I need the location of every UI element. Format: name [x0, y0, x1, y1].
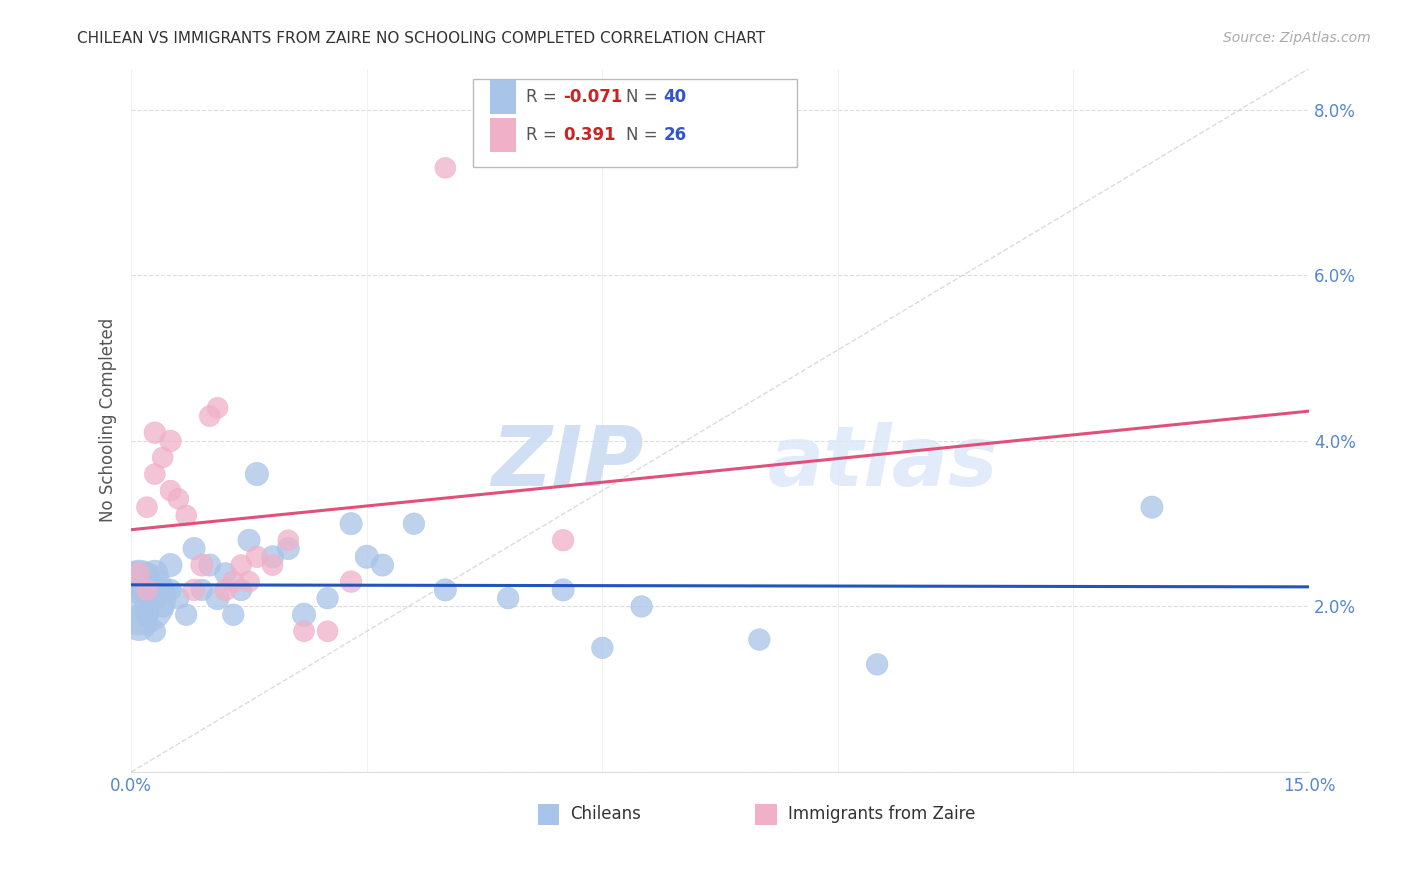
Point	[143, 467, 166, 481]
Point	[207, 401, 229, 415]
FancyBboxPatch shape	[537, 804, 558, 825]
FancyBboxPatch shape	[472, 79, 797, 167]
Point	[128, 574, 150, 589]
FancyBboxPatch shape	[491, 80, 516, 113]
Point	[136, 582, 159, 597]
Point	[207, 591, 229, 606]
Point	[167, 591, 190, 606]
Point	[143, 624, 166, 639]
Point	[214, 566, 236, 581]
Point	[174, 508, 197, 523]
Text: -0.071: -0.071	[564, 87, 623, 106]
Point	[128, 615, 150, 630]
Text: atlas: atlas	[768, 422, 998, 503]
Point	[551, 533, 574, 548]
Point	[136, 500, 159, 515]
Text: R =: R =	[526, 87, 562, 106]
Point	[198, 558, 221, 572]
Point	[191, 558, 214, 572]
Point	[246, 467, 269, 481]
Point	[434, 161, 457, 175]
Point	[222, 607, 245, 622]
Point	[152, 599, 174, 614]
Point	[143, 591, 166, 606]
Point	[143, 566, 166, 581]
FancyBboxPatch shape	[755, 804, 776, 825]
Point	[159, 558, 181, 572]
Text: 26: 26	[664, 126, 686, 144]
Point	[316, 624, 339, 639]
Point	[222, 574, 245, 589]
Point	[159, 434, 181, 448]
Point	[866, 657, 889, 672]
Point	[246, 549, 269, 564]
Point	[591, 640, 613, 655]
Point	[159, 582, 181, 597]
Point	[174, 607, 197, 622]
Point	[496, 591, 519, 606]
Point	[128, 591, 150, 606]
Point	[183, 582, 205, 597]
FancyBboxPatch shape	[491, 118, 516, 152]
Point	[262, 558, 284, 572]
Text: ZIP: ZIP	[491, 422, 644, 503]
Text: N =: N =	[626, 126, 662, 144]
Point	[238, 533, 260, 548]
Point	[159, 483, 181, 498]
Point	[231, 582, 253, 597]
Text: Chileans: Chileans	[571, 805, 641, 823]
Point	[316, 591, 339, 606]
Text: Immigrants from Zaire: Immigrants from Zaire	[789, 805, 976, 823]
Y-axis label: No Schooling Completed: No Schooling Completed	[100, 318, 117, 523]
Text: R =: R =	[526, 126, 567, 144]
Point	[191, 582, 214, 597]
Text: 0.391: 0.391	[564, 126, 616, 144]
Point	[340, 574, 363, 589]
Point	[356, 549, 378, 564]
Text: 40: 40	[664, 87, 686, 106]
Point	[748, 632, 770, 647]
Point	[371, 558, 394, 572]
Point	[214, 582, 236, 597]
Point	[183, 541, 205, 556]
Point	[277, 541, 299, 556]
Point	[152, 450, 174, 465]
Point	[292, 624, 315, 639]
Point	[1140, 500, 1163, 515]
Point	[434, 582, 457, 597]
Point	[402, 516, 425, 531]
Point	[136, 599, 159, 614]
Point	[136, 582, 159, 597]
Point	[136, 607, 159, 622]
Point	[277, 533, 299, 548]
Point	[551, 582, 574, 597]
Point	[152, 582, 174, 597]
Point	[231, 558, 253, 572]
Point	[198, 409, 221, 423]
Text: Source: ZipAtlas.com: Source: ZipAtlas.com	[1223, 31, 1371, 45]
Point	[262, 549, 284, 564]
Point	[292, 607, 315, 622]
Text: N =: N =	[626, 87, 662, 106]
Point	[238, 574, 260, 589]
Point	[630, 599, 652, 614]
Point	[128, 566, 150, 581]
Point	[143, 425, 166, 440]
Point	[340, 516, 363, 531]
Point	[167, 491, 190, 506]
Text: CHILEAN VS IMMIGRANTS FROM ZAIRE NO SCHOOLING COMPLETED CORRELATION CHART: CHILEAN VS IMMIGRANTS FROM ZAIRE NO SCHO…	[77, 31, 765, 46]
